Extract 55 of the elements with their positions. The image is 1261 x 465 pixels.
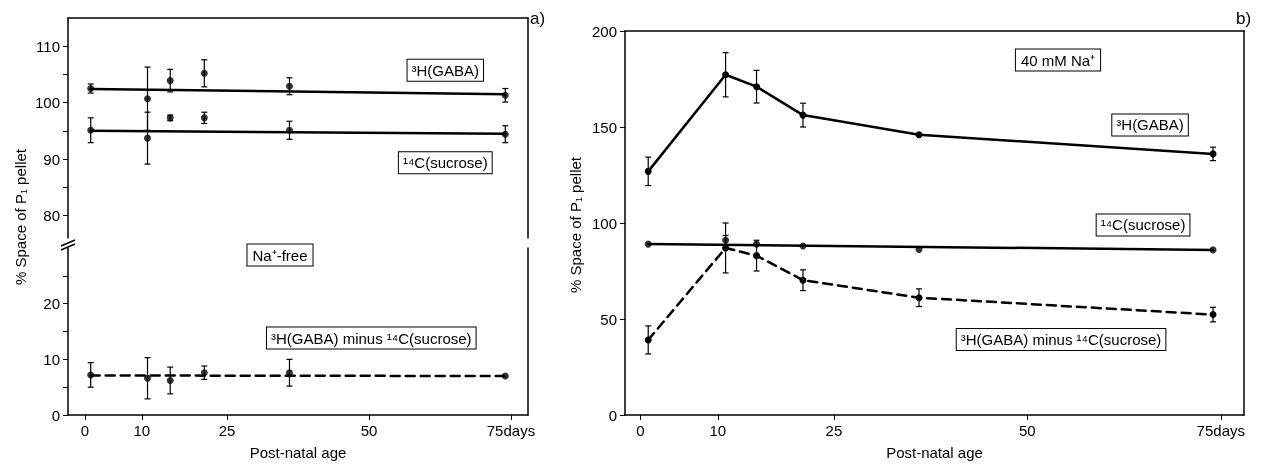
x-tick-label: 50 [360, 422, 378, 439]
point [285, 82, 293, 90]
x-tick-label: 25 [218, 422, 236, 439]
chart-title: a) [530, 9, 546, 28]
y-tick-label: 110 [36, 37, 60, 55]
y-tick-label: 100 [34, 94, 60, 112]
point [915, 294, 923, 302]
y-tick-label: 150 [591, 118, 617, 136]
point [644, 167, 652, 175]
series-label: ³H(GABA) [1116, 116, 1184, 134]
series-label: ¹⁴C(sucrose) [1100, 216, 1186, 234]
point [915, 131, 923, 139]
x-tick-label: 75days [1196, 422, 1245, 439]
point [644, 240, 652, 248]
y-tick-label: 200 [591, 22, 617, 40]
x-tick-label: 0 [80, 422, 90, 439]
x-tick-label: 50 [1019, 422, 1036, 439]
point [753, 83, 761, 91]
point [644, 336, 652, 344]
x-axis-title: Post-natal age [249, 444, 347, 461]
x-tick-label: 25 [825, 422, 843, 439]
point [144, 95, 152, 103]
y-tick-label: 80 [43, 206, 60, 224]
y-tick-label: 90 [43, 150, 60, 168]
series-label: ³H(GABA) [411, 61, 480, 79]
x-axis-title: Post-natal age [886, 444, 983, 461]
point [166, 77, 174, 85]
y-tick-label: 10 [43, 350, 60, 368]
point [144, 134, 152, 142]
x-tick-label: 10 [133, 422, 151, 439]
point [501, 91, 509, 99]
y-tick-label: 0 [51, 406, 60, 424]
annotation: Na⁺-free [252, 246, 308, 264]
series-label: ³H(GABA) minus ¹⁴C(sucrose) [960, 331, 1162, 349]
point [285, 126, 293, 134]
x-tick-label: 10 [709, 422, 727, 439]
point [799, 276, 807, 284]
annotation: 40 mM Na⁺ [1020, 51, 1096, 69]
x-tick-label: 75days [486, 422, 536, 439]
point [87, 126, 95, 134]
point [722, 71, 730, 79]
y-tick-label: 50 [600, 310, 617, 328]
y-tick-label: 0 [608, 406, 617, 424]
y-tick-label: 100 [591, 214, 617, 232]
series-label: ³H(GABA) minus ¹⁴C(sucrose) [270, 329, 472, 347]
point [200, 69, 208, 77]
chart-title: b) [1236, 9, 1252, 28]
point [501, 130, 509, 138]
series-label: ¹⁴C(sucrose) [402, 154, 488, 172]
y-tick-label: 20 [43, 295, 60, 313]
point [1209, 311, 1217, 319]
x-tick-label: 0 [636, 422, 645, 439]
y-axis-title: % Space of P₁ pellet [11, 149, 29, 285]
y-axis-title: % Space of P₁ pellet [566, 157, 584, 293]
point [753, 252, 761, 260]
